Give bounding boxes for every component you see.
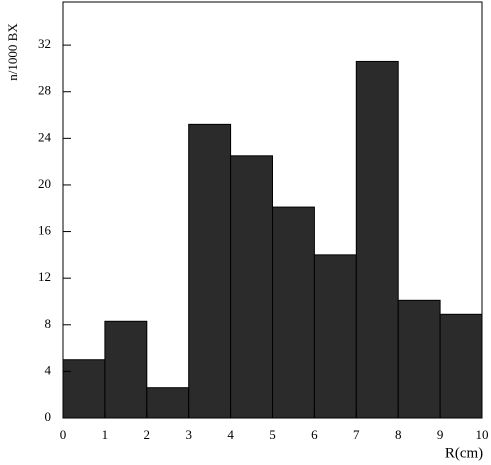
y-tick-label: 0 [45, 409, 52, 424]
x-tick-label: 9 [437, 427, 444, 442]
x-tick-label: 0 [60, 427, 67, 442]
x-tick-label: 4 [227, 427, 234, 442]
x-tick-label: 6 [311, 427, 318, 442]
x-tick-label: 7 [353, 427, 360, 442]
x-tick-label: 5 [269, 427, 276, 442]
y-tick-label: 8 [45, 316, 52, 331]
bar [313, 254, 357, 419]
y-tick-label: 32 [38, 36, 51, 51]
bar [397, 299, 441, 419]
bar [146, 387, 190, 419]
bar [230, 155, 274, 419]
x-tick-label: 1 [102, 427, 109, 442]
bar [188, 123, 232, 419]
bar [104, 320, 148, 419]
x-axis-label: R(cm) [445, 445, 483, 461]
y-tick-label: 20 [38, 176, 51, 191]
bar [439, 313, 483, 419]
y-tick-label: 28 [38, 83, 51, 98]
y-axis-label: n/1000 BX [5, 23, 20, 81]
x-tick-label: 8 [395, 427, 402, 442]
bar [272, 206, 315, 419]
x-tick-label: 10 [476, 427, 489, 442]
x-tick-label: 2 [144, 427, 151, 442]
y-tick-label: 24 [38, 129, 52, 144]
bar [62, 359, 106, 419]
bar [355, 60, 399, 419]
x-tick-label: 3 [185, 427, 192, 442]
y-tick-label: 16 [38, 223, 52, 238]
y-tick-label: 12 [38, 269, 51, 284]
y-tick-label: 4 [45, 362, 52, 377]
